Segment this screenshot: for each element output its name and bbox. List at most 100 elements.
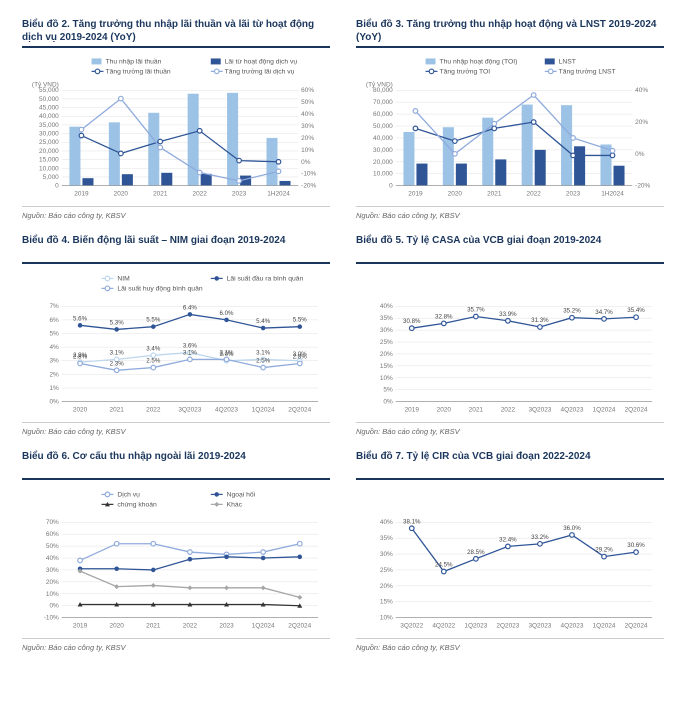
- svg-text:33.9%: 33.9%: [499, 311, 517, 318]
- svg-text:4Q2022: 4Q2022: [432, 623, 455, 630]
- svg-text:29.2%: 29.2%: [595, 547, 613, 554]
- svg-text:3.1%: 3.1%: [256, 349, 271, 356]
- svg-text:0%: 0%: [635, 151, 645, 158]
- svg-text:3Q2022: 3Q2022: [400, 623, 423, 630]
- svg-text:60%: 60%: [301, 87, 314, 94]
- svg-text:20%: 20%: [380, 583, 393, 590]
- svg-text:2019: 2019: [408, 191, 423, 198]
- svg-text:40%: 40%: [380, 303, 393, 310]
- svg-text:20,000: 20,000: [373, 159, 393, 166]
- svg-text:1Q2024: 1Q2024: [593, 623, 616, 630]
- svg-text:50,000: 50,000: [373, 123, 393, 130]
- svg-text:2%: 2%: [49, 371, 59, 378]
- svg-text:2019: 2019: [405, 407, 420, 414]
- svg-text:Tăng trưởng lãi thuần: Tăng trưởng lãi thuần: [105, 66, 170, 75]
- svg-text:3%: 3%: [49, 358, 59, 365]
- svg-text:60,000: 60,000: [373, 111, 393, 118]
- svg-text:2Q2024: 2Q2024: [625, 623, 648, 630]
- svg-text:Lãi suất huy động bình quân: Lãi suất huy động bình quân: [117, 283, 202, 292]
- svg-text:25%: 25%: [380, 567, 393, 574]
- svg-text:-10%: -10%: [44, 615, 59, 622]
- svg-text:2.8%: 2.8%: [293, 354, 308, 361]
- chart3-source: Nguồn: Báo cáo công ty, KBSV: [356, 211, 664, 220]
- chart5-source: Nguồn: Báo cáo công ty, KBSV: [356, 427, 664, 436]
- svg-text:50,000: 50,000: [39, 96, 59, 103]
- chart6-title: Biểu đồ 6. Cơ cấu thu nhập ngoài lãi 201…: [22, 450, 330, 476]
- svg-text:40%: 40%: [635, 87, 648, 94]
- svg-text:10%: 10%: [380, 615, 393, 622]
- svg-text:5.5%: 5.5%: [293, 317, 308, 324]
- svg-text:3.1%: 3.1%: [183, 349, 198, 356]
- svg-text:2023: 2023: [219, 623, 234, 630]
- svg-text:0%: 0%: [383, 399, 393, 406]
- svg-text:15,000: 15,000: [39, 157, 59, 164]
- panel-chart2: Biểu đồ 2. Tăng trưởng thu nhập lãi thuầ…: [22, 18, 330, 220]
- svg-text:2022: 2022: [527, 191, 542, 198]
- svg-text:15%: 15%: [380, 363, 393, 370]
- svg-text:2.3%: 2.3%: [110, 360, 125, 367]
- svg-text:2023: 2023: [566, 191, 581, 198]
- svg-text:Lãi suất đầu ra bình quân: Lãi suất đầu ra bình quân: [227, 273, 304, 282]
- svg-text:2Q2024: 2Q2024: [288, 623, 311, 630]
- svg-text:2Q2024: 2Q2024: [625, 407, 648, 414]
- svg-text:40,000: 40,000: [39, 113, 59, 120]
- svg-text:2023: 2023: [232, 191, 247, 198]
- svg-text:10%: 10%: [380, 375, 393, 382]
- svg-text:20%: 20%: [46, 579, 59, 586]
- svg-text:70,000: 70,000: [373, 99, 393, 106]
- title-rule: [22, 262, 330, 264]
- svg-text:2022: 2022: [183, 623, 198, 630]
- svg-text:3Q2023: 3Q2023: [528, 407, 551, 414]
- svg-text:20%: 20%: [635, 119, 648, 126]
- svg-text:40,000: 40,000: [373, 135, 393, 142]
- panel-chart5: Biểu đồ 5. Tỷ lệ CASA của VCB giai đoạn …: [356, 234, 664, 436]
- svg-text:2020: 2020: [73, 407, 88, 414]
- title-rule: [356, 478, 664, 480]
- svg-text:5,000: 5,000: [43, 174, 60, 181]
- svg-text:Tăng trưởng TOI: Tăng trưởng TOI: [439, 67, 490, 75]
- svg-text:2022: 2022: [501, 407, 516, 414]
- svg-text:20%: 20%: [380, 351, 393, 358]
- svg-text:2021: 2021: [146, 623, 161, 630]
- svg-text:Tăng trưởng LNST: Tăng trưởng LNST: [559, 67, 616, 75]
- svg-text:35%: 35%: [380, 535, 393, 542]
- svg-text:10%: 10%: [46, 591, 59, 598]
- chart7-canvas: 10%15%20%25%30%35%40%38.1%24.5%28.5%32.4…: [356, 486, 664, 636]
- svg-text:35%: 35%: [380, 315, 393, 322]
- svg-text:5.4%: 5.4%: [256, 318, 271, 325]
- svg-text:25,000: 25,000: [39, 139, 59, 146]
- svg-text:35.4%: 35.4%: [627, 307, 645, 314]
- title-rule: [356, 262, 664, 264]
- svg-text:0%: 0%: [49, 603, 59, 610]
- svg-text:30%: 30%: [46, 567, 59, 574]
- svg-text:2019: 2019: [74, 191, 89, 198]
- title-rule: [356, 46, 664, 48]
- svg-text:30%: 30%: [380, 551, 393, 558]
- title-rule: [22, 478, 330, 480]
- panel-chart3: Biểu đồ 3. Tăng trưởng thu nhập hoạt độn…: [356, 18, 664, 220]
- svg-text:1Q2024: 1Q2024: [593, 407, 616, 414]
- svg-text:3.1%: 3.1%: [220, 349, 235, 356]
- svg-text:25%: 25%: [380, 339, 393, 346]
- svg-text:Dịch vụ: Dịch vụ: [117, 491, 140, 498]
- chart7-source: Nguồn: Báo cáo công ty, KBSV: [356, 643, 664, 652]
- svg-text:36.0%: 36.0%: [563, 525, 581, 532]
- svg-text:5.3%: 5.3%: [110, 319, 125, 326]
- svg-text:Tăng trưởng lãi dịch vụ: Tăng trưởng lãi dịch vụ: [225, 67, 295, 75]
- chart-grid: Biểu đồ 2. Tăng trưởng thu nhập lãi thuầ…: [22, 18, 664, 652]
- svg-text:0: 0: [389, 183, 393, 190]
- svg-text:-20%: -20%: [635, 183, 650, 190]
- svg-text:2Q2024: 2Q2024: [288, 407, 311, 414]
- svg-text:0%: 0%: [301, 159, 311, 166]
- panel-chart6: Biểu đồ 6. Cơ cấu thu nhập ngoài lãi 201…: [22, 450, 330, 652]
- chart4-canvas: NIMLãi suất đầu ra bình quânLãi suất huy…: [22, 270, 330, 420]
- svg-text:2021: 2021: [487, 191, 502, 198]
- svg-text:Thu nhập hoạt động (TOI): Thu nhập hoạt động (TOI): [439, 58, 517, 65]
- svg-text:2021: 2021: [110, 407, 125, 414]
- svg-text:2020: 2020: [110, 623, 125, 630]
- svg-text:7%: 7%: [49, 303, 59, 310]
- svg-text:4Q2023: 4Q2023: [561, 407, 584, 414]
- svg-text:2021: 2021: [469, 407, 484, 414]
- chart4-title: Biểu đồ 4. Biến động lãi suất – NIM giai…: [22, 234, 330, 260]
- svg-text:35.2%: 35.2%: [563, 308, 581, 315]
